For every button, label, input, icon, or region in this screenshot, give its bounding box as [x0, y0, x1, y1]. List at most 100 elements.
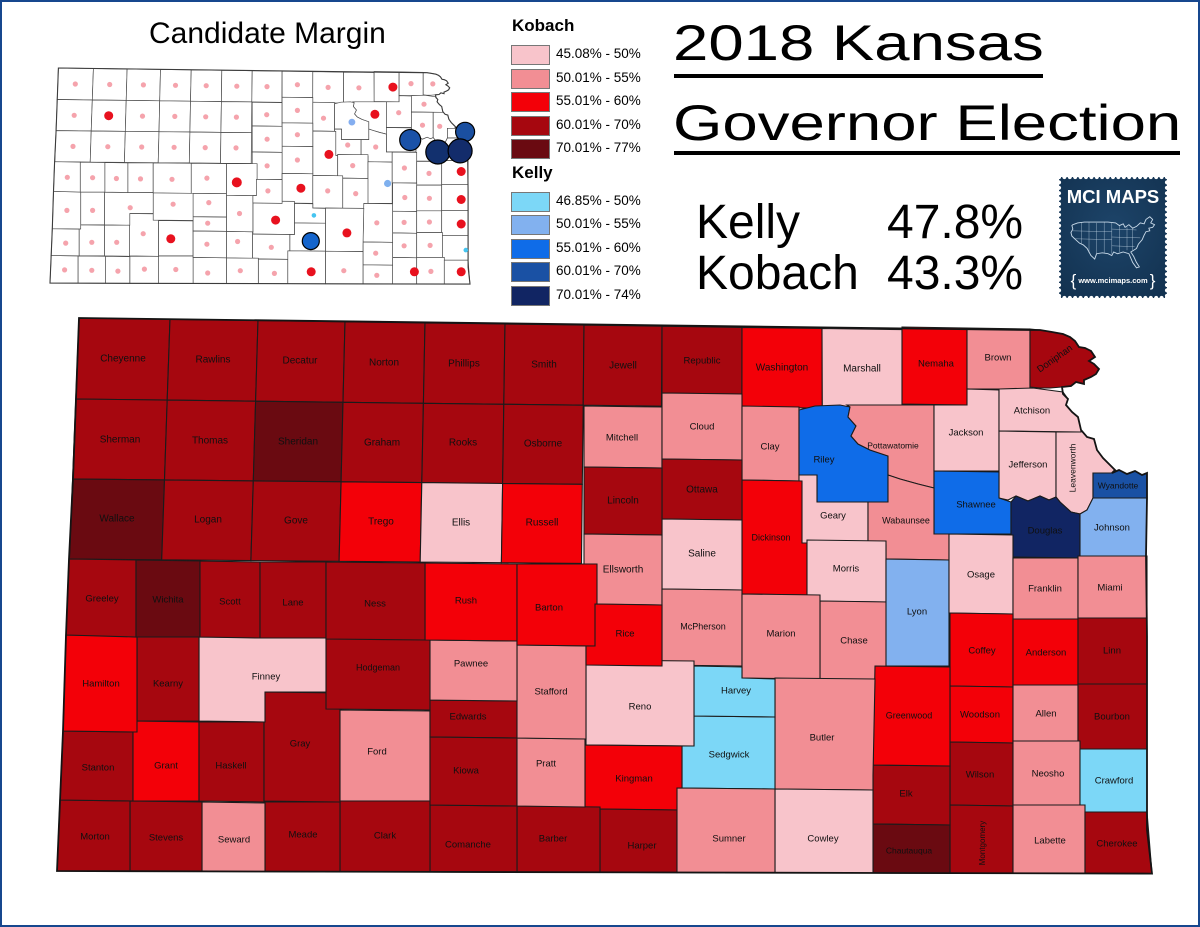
svg-text:Morton: Morton	[80, 832, 110, 843]
svg-text:Woodson: Woodson	[960, 710, 1000, 721]
svg-text:McPherson: McPherson	[680, 621, 726, 631]
svg-text:Lyon: Lyon	[907, 607, 927, 618]
svg-text:Marion: Marion	[766, 629, 795, 640]
svg-text:{ www.mcimaps.com }: { www.mcimaps.com }	[1071, 271, 1156, 290]
svg-text:Cherokee: Cherokee	[1096, 839, 1137, 850]
svg-text:Sheridan: Sheridan	[278, 437, 318, 448]
svg-text:Atchison: Atchison	[1014, 406, 1050, 417]
svg-text:Norton: Norton	[369, 358, 399, 369]
svg-text:Morris: Morris	[833, 564, 860, 575]
svg-text:Gove: Gove	[284, 516, 308, 527]
svg-text:Lane: Lane	[282, 598, 303, 609]
svg-text:Jefferson: Jefferson	[1009, 460, 1048, 471]
svg-text:Haskell: Haskell	[215, 761, 246, 772]
svg-text:Washington: Washington	[756, 363, 808, 374]
svg-text:Kiowa: Kiowa	[453, 766, 480, 777]
svg-text:Geary: Geary	[820, 511, 846, 522]
svg-text:Franklin: Franklin	[1028, 584, 1062, 595]
svg-text:Linn: Linn	[1103, 646, 1121, 657]
svg-text:Riley: Riley	[813, 455, 834, 466]
svg-text:Sedgwick: Sedgwick	[709, 750, 750, 761]
svg-text:Republic: Republic	[684, 356, 721, 367]
svg-text:Graham: Graham	[364, 438, 400, 449]
svg-text:Phillips: Phillips	[448, 359, 480, 370]
svg-text:Kearny: Kearny	[153, 679, 183, 690]
svg-text:Johnson: Johnson	[1094, 523, 1130, 534]
svg-text:Douglas: Douglas	[1028, 526, 1063, 537]
svg-text:Wilson: Wilson	[966, 770, 995, 781]
svg-text:Coffey: Coffey	[968, 646, 996, 657]
svg-text:Allen: Allen	[1035, 709, 1056, 720]
svg-text:Wyandotte: Wyandotte	[1098, 480, 1139, 490]
svg-text:MCI MAPS: MCI MAPS	[1067, 186, 1160, 207]
svg-text:Cloud: Cloud	[690, 422, 715, 433]
svg-text:Stafford: Stafford	[534, 687, 567, 698]
svg-text:Barber: Barber	[539, 834, 568, 845]
svg-text:Reno: Reno	[629, 702, 652, 713]
svg-text:Leavenworth: Leavenworth	[1067, 443, 1077, 492]
svg-text:Chautauqua: Chautauqua	[886, 845, 933, 855]
svg-text:Greeley: Greeley	[85, 594, 119, 605]
svg-text:Grant: Grant	[154, 761, 178, 772]
svg-text:Brown: Brown	[985, 353, 1012, 364]
svg-text:Meade: Meade	[288, 830, 317, 841]
svg-text:Miami: Miami	[1097, 583, 1122, 594]
svg-text:Lincoln: Lincoln	[607, 496, 639, 507]
svg-text:Shawnee: Shawnee	[956, 500, 996, 511]
svg-text:Ness: Ness	[364, 599, 386, 610]
svg-text:Cheyenne: Cheyenne	[100, 354, 146, 365]
svg-text:Neosho: Neosho	[1032, 769, 1065, 780]
svg-text:Ottawa: Ottawa	[686, 485, 718, 496]
svg-text:Smith: Smith	[531, 360, 557, 371]
svg-text:Finney: Finney	[252, 672, 281, 683]
svg-text:Clark: Clark	[374, 831, 396, 842]
svg-text:Jackson: Jackson	[949, 428, 984, 439]
svg-text:Marshall: Marshall	[843, 364, 881, 375]
svg-text:Thomas: Thomas	[192, 436, 228, 447]
svg-text:Gray: Gray	[290, 739, 311, 750]
svg-text:Labette: Labette	[1034, 836, 1066, 847]
svg-text:Barton: Barton	[535, 603, 563, 614]
svg-text:Edwards: Edwards	[450, 712, 487, 723]
svg-text:Comanche: Comanche	[445, 840, 491, 851]
svg-text:Rush: Rush	[455, 596, 477, 607]
svg-text:Wabaunsee: Wabaunsee	[882, 515, 930, 525]
svg-text:Saline: Saline	[688, 549, 716, 560]
svg-text:Chase: Chase	[840, 636, 867, 647]
svg-text:Seward: Seward	[218, 835, 250, 846]
svg-text:Butler: Butler	[810, 733, 835, 744]
svg-text:Jewell: Jewell	[609, 361, 637, 372]
svg-text:Mitchell: Mitchell	[606, 433, 638, 444]
svg-text:Crawford: Crawford	[1095, 776, 1134, 787]
svg-text:Bourbon: Bourbon	[1094, 712, 1130, 723]
svg-text:Rawlins: Rawlins	[195, 355, 230, 366]
svg-text:Montgomery: Montgomery	[978, 821, 987, 865]
svg-text:Rice: Rice	[615, 629, 634, 640]
svg-text:Osborne: Osborne	[524, 439, 563, 450]
svg-text:Dickinson: Dickinson	[751, 532, 790, 542]
svg-text:Decatur: Decatur	[282, 356, 318, 367]
svg-text:Wallace: Wallace	[99, 514, 135, 525]
svg-text:Pottawatomie: Pottawatomie	[867, 440, 919, 450]
svg-text:Sumner: Sumner	[712, 834, 745, 845]
svg-text:Logan: Logan	[194, 515, 222, 526]
svg-text:Nemaha: Nemaha	[918, 359, 955, 370]
svg-text:Greenwood: Greenwood	[886, 710, 933, 720]
svg-text:Pratt: Pratt	[536, 759, 556, 770]
svg-text:Stevens: Stevens	[149, 833, 184, 844]
svg-text:Trego: Trego	[368, 517, 394, 528]
svg-text:Kingman: Kingman	[615, 774, 653, 785]
svg-text:Ellsworth: Ellsworth	[603, 565, 644, 576]
svg-text:Elk: Elk	[899, 789, 912, 800]
svg-text:Hamilton: Hamilton	[82, 679, 120, 690]
svg-text:Ellis: Ellis	[452, 518, 470, 529]
svg-text:Wichita: Wichita	[152, 595, 184, 606]
svg-text:Pawnee: Pawnee	[454, 659, 488, 670]
svg-text:Sherman: Sherman	[100, 435, 141, 446]
svg-text:Ford: Ford	[367, 747, 387, 758]
svg-text:Osage: Osage	[967, 570, 995, 581]
svg-text:Rooks: Rooks	[449, 438, 477, 449]
svg-text:Scott: Scott	[219, 597, 241, 608]
svg-text:Harvey: Harvey	[721, 686, 751, 697]
svg-text:Clay: Clay	[760, 442, 779, 453]
